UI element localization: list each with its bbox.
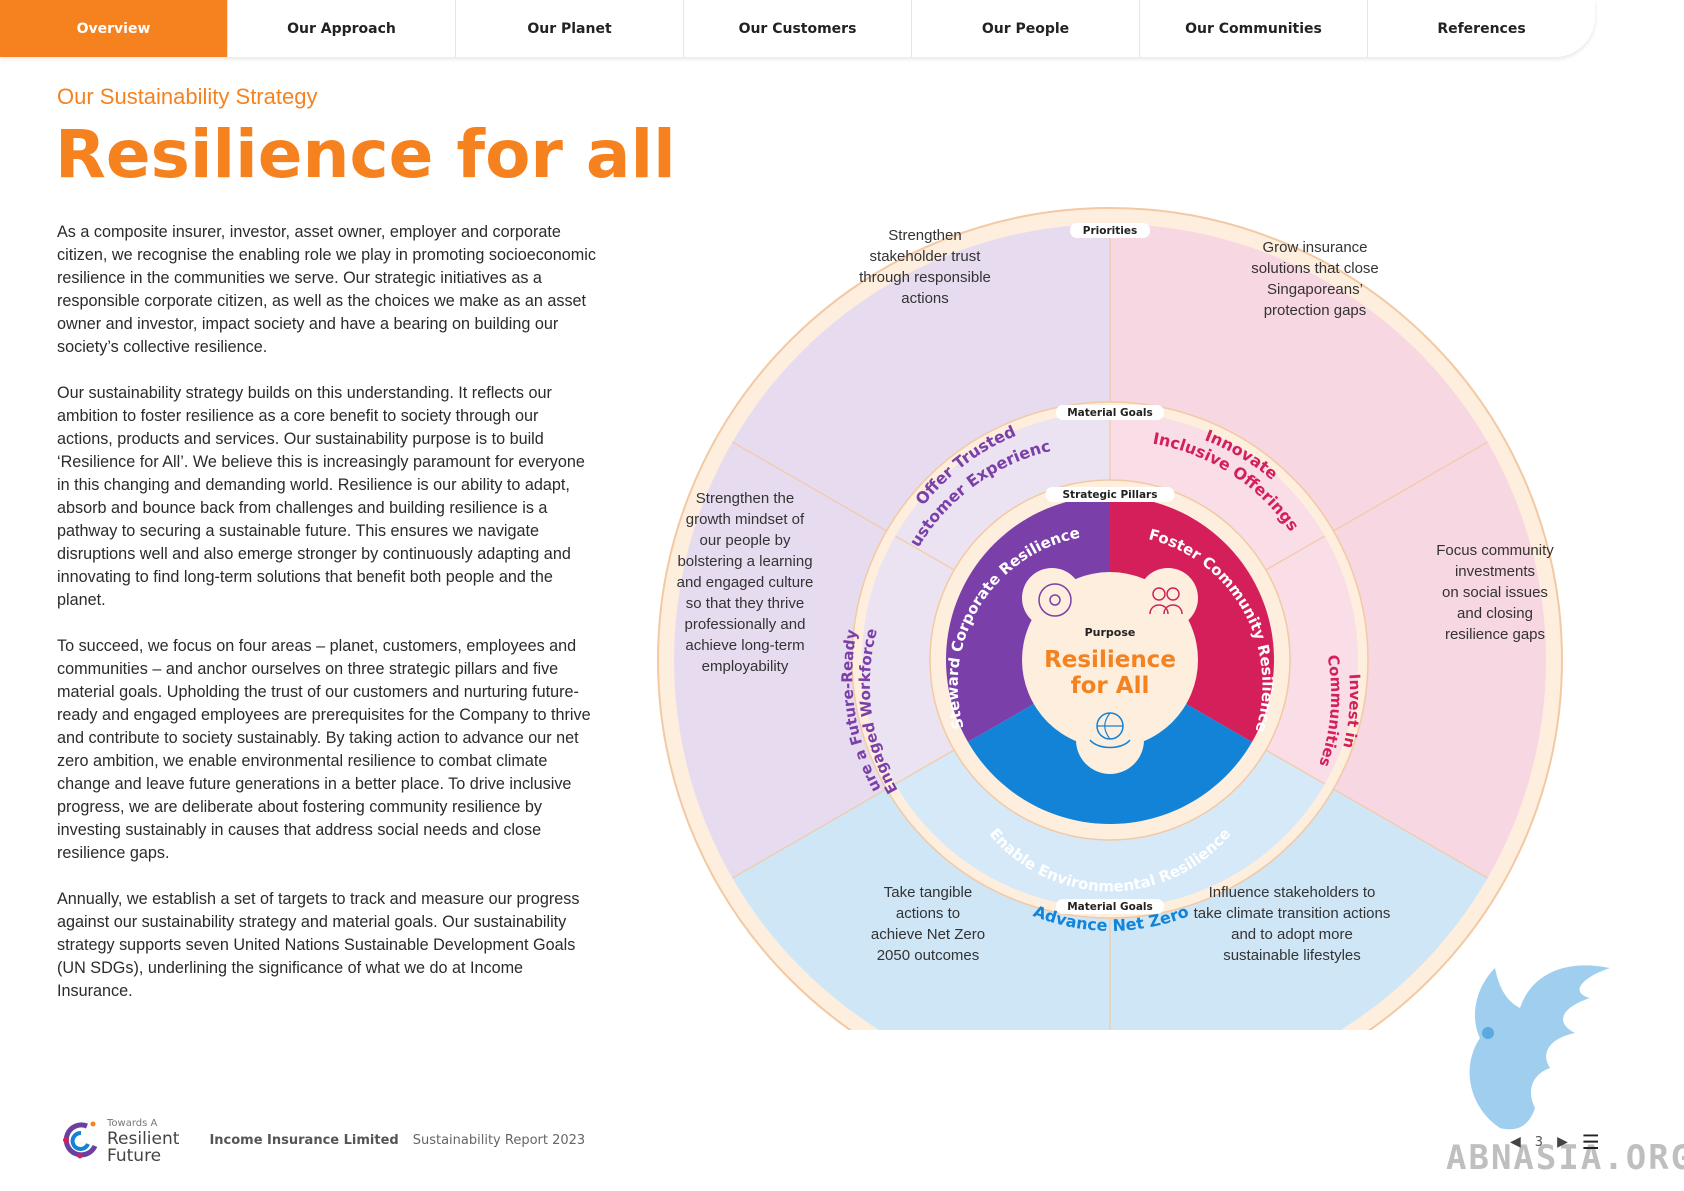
tab-overview[interactable]: Overview [0,0,228,57]
company-name: Income Insurance Limited [209,1132,399,1148]
paragraph: Annually, we establish a set of targets … [57,890,580,1000]
priority-divider [732,787,889,879]
paragraph: Our sustainability strategy builds on th… [57,384,585,609]
material-goals-label-bottom-bg [1056,899,1164,914]
logo-small-text: Towards A [107,1117,158,1129]
goal-divider [1265,535,1326,571]
strategic-pillars-label-bg [1045,487,1175,502]
pager: ◀ 3 ▶ ☰ [1510,1130,1600,1154]
report-name: Sustainability Report 2023 [412,1132,586,1148]
goal-divider [1265,749,1326,785]
body-text: As a composite insurer, investor, asset … [57,221,597,1026]
goal-divider [894,535,955,571]
material-goals-label-bottom: Material Goals [1067,901,1153,913]
strategy-wheel: PrioritiesPrioritiesMaterial GoalsMateri… [650,110,1563,1030]
person-head [1166,587,1180,601]
priority-divider [732,441,889,533]
priority-text-left: Strengthen the growth mindset of our peopl… [677,490,814,675]
logo-line-1: Resilient [107,1128,180,1149]
priorities-label-top-bg [1070,223,1150,238]
priority-text-bottom-left: Take tangible actions to achieve Net Zero 2… [871,884,985,964]
tab-our-people[interactable]: Our People [912,0,1140,57]
tab-our-planet[interactable]: Our Planet [456,0,684,57]
purpose-ear-left [1022,568,1082,628]
priorities-label-top: Priorities [1083,225,1137,237]
gear-core [1049,594,1061,606]
resilient-future-logo-icon [63,1121,98,1159]
watermark-text: ABNASIA.ORG [1446,1138,1684,1178]
priority-text-bottom-right: Influence stakeholders to take climate tr… [1194,884,1391,964]
gear-head-icon [1038,583,1072,617]
tab-our-approach[interactable]: Our Approach [228,0,456,57]
priority-divider [1331,441,1488,533]
priority-text-right: Focus community investments on social issu… [1436,542,1554,643]
paragraph: As a composite insurer, investor, asset … [57,223,596,356]
paragraph: To succeed, we focus on four areas – pla… [57,637,591,862]
gear-head-outline [1038,583,1072,617]
page-number: 3 [1534,1134,1544,1150]
purpose-line-2: for All [1071,673,1150,699]
menu-icon[interactable]: ☰ [1581,1130,1600,1154]
strategic-pillars-label: Strategic Pillars [1063,489,1158,501]
tab-references[interactable]: References [1437,20,1526,37]
priority-text-top-left: Strengthen stakeholder trust through respo… [859,227,991,307]
previous-page-icon[interactable]: ◀ [1510,1134,1521,1150]
next-page-icon[interactable]: ▶ [1557,1134,1568,1150]
hand-outline [1089,739,1131,749]
section-subtitle: Our Sustainability Strategy [57,84,318,109]
griffin-watermark-icon [1469,965,1610,1130]
globe-hand-icon [1089,712,1131,749]
footer: Towards A Resilient Future Income Insura… [57,1118,586,1164]
people-icon [1149,587,1183,615]
material-goals-label-top-bg [1056,405,1164,420]
purpose-bottom-lobe [1076,706,1144,774]
person-head [1152,587,1166,601]
purpose-label: Purpose [1085,626,1136,639]
top-navigation: Overview Our Approach Our Planet Our Cus… [0,0,1595,57]
purpose-line-1: Resilience [1044,647,1176,673]
material-goals-label-top: Material Goals [1067,407,1153,419]
priority-divider [1331,787,1488,879]
logo-line-2: Future [107,1145,162,1166]
page-title: Resilience for all [55,116,676,193]
logo-text: Towards A Resilient Future [107,1116,179,1165]
tab-our-customers[interactable]: Our Customers [684,0,912,57]
globe-lines [1097,712,1123,740]
goal-divider [894,749,955,785]
person-bodies [1149,604,1183,615]
tab-our-communities[interactable]: Our Communities [1140,0,1368,57]
priority-text-top-right: Grow insurance solutions that close Singap… [1251,239,1379,319]
